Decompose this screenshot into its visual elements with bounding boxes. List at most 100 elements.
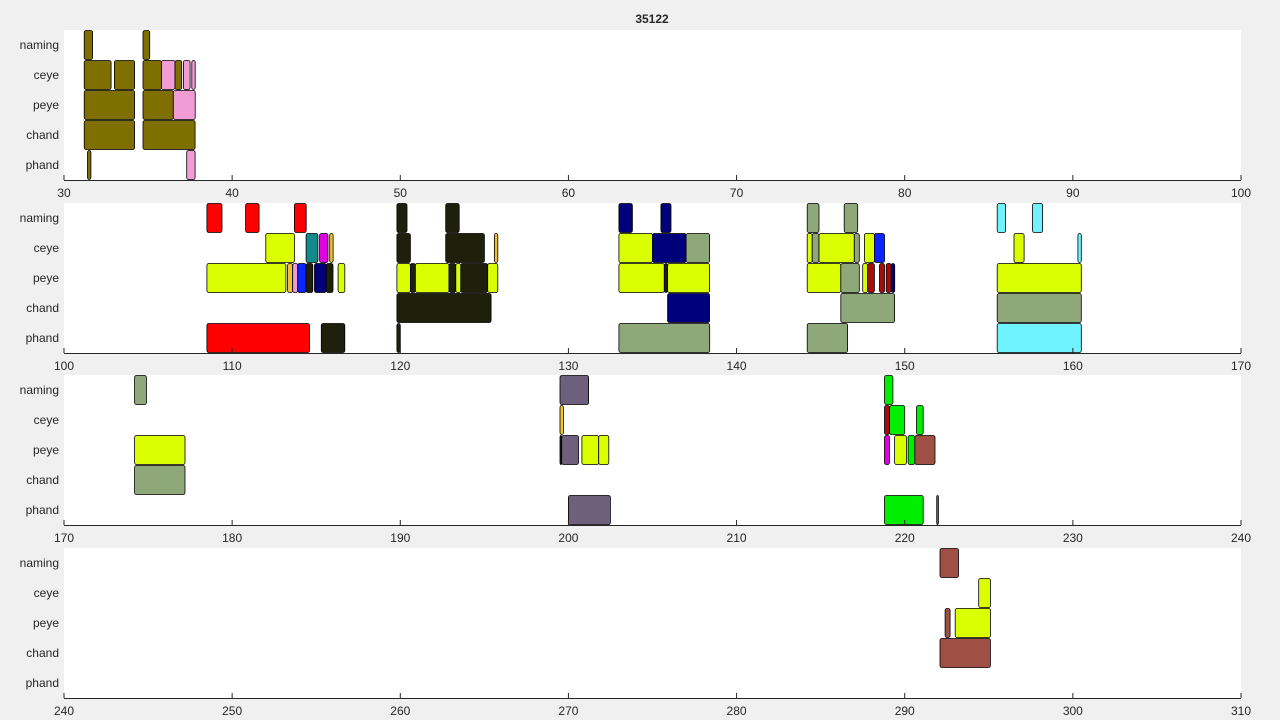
segment-peye-199.6 bbox=[561, 435, 579, 465]
row-label-naming: naming bbox=[20, 211, 59, 225]
row-label-chand: chand bbox=[26, 301, 59, 315]
x-tick-label-300: 300 bbox=[1063, 704, 1083, 718]
row-label-chand: chand bbox=[26, 128, 59, 142]
row-label-naming: naming bbox=[20, 38, 59, 52]
segment-ceye-119.8 bbox=[396, 233, 411, 263]
segment-peye-174.2 bbox=[134, 435, 186, 465]
x-tick-label-70: 70 bbox=[730, 186, 744, 200]
segment-chand-34.7 bbox=[142, 120, 196, 150]
x-tick-label-200: 200 bbox=[558, 531, 578, 545]
segment-peye-146.2 bbox=[840, 263, 860, 293]
row-label-peye: peye bbox=[33, 616, 59, 630]
x-tick-label-40: 40 bbox=[225, 186, 239, 200]
panel-1: naming ceye peye chand phand 30 40 50 60 70 80 90 10… bbox=[20, 30, 1251, 200]
x-tick-label-190: 190 bbox=[390, 531, 410, 545]
segment-ceye-294.4 bbox=[978, 578, 991, 608]
segment-peye-123.6 bbox=[460, 263, 489, 293]
segment-ceye-156.5 bbox=[1013, 233, 1025, 263]
segment-peye-144.2 bbox=[806, 263, 842, 293]
x-tick-label-150: 150 bbox=[895, 359, 915, 373]
segment-ceye-144.9 bbox=[818, 233, 855, 263]
segment-phand-221.9 bbox=[936, 495, 939, 525]
segment-ceye-218.8 bbox=[884, 405, 890, 435]
segment-ceye-125.6 bbox=[493, 233, 499, 263]
panel-3: naming ceye peye chand phand 170 180 190 200 210 2… bbox=[20, 375, 1251, 545]
segment-chand-174.2 bbox=[134, 465, 186, 495]
segment-ceye-148.2 bbox=[874, 233, 885, 263]
segment-peye-113.9 bbox=[297, 263, 307, 293]
row-label-chand: chand bbox=[26, 646, 59, 660]
segment-peye-135.7 bbox=[663, 263, 669, 293]
row-label-chand: chand bbox=[26, 473, 59, 487]
segment-chand-155.5 bbox=[996, 293, 1082, 323]
segment-naming-157.6 bbox=[1032, 203, 1044, 233]
panel-2: naming ceye peye chand phand 100 110 120 130 140 1… bbox=[20, 203, 1251, 373]
x-tick-label-260: 260 bbox=[390, 704, 410, 718]
row-label-ceye: ceye bbox=[34, 413, 60, 427]
segment-peye-148.9 bbox=[885, 263, 892, 293]
segment-naming-31.2 bbox=[83, 30, 93, 60]
x-tick-label-170: 170 bbox=[54, 531, 74, 545]
segment-peye-155.5 bbox=[996, 263, 1082, 293]
segment-phand-31.4 bbox=[87, 150, 92, 180]
segment-naming-34.7 bbox=[142, 30, 151, 60]
segment-peye-219.4 bbox=[894, 435, 907, 465]
segment-ceye-33 bbox=[114, 60, 136, 90]
row-label-phand: phand bbox=[26, 331, 59, 345]
axes-background bbox=[64, 375, 1241, 525]
x-tick-label-280: 280 bbox=[727, 704, 747, 718]
segment-peye-220.6 bbox=[914, 435, 936, 465]
segment-ceye-37.6 bbox=[191, 60, 196, 90]
row-label-peye: peye bbox=[33, 271, 59, 285]
segment-ceye-35.8 bbox=[161, 60, 176, 90]
segment-peye-220.2 bbox=[907, 435, 916, 465]
segment-chand-31.2 bbox=[83, 120, 135, 150]
segment-naming-218.8 bbox=[884, 375, 894, 405]
segment-peye-120.6 bbox=[409, 263, 416, 293]
x-tick-label-210: 210 bbox=[727, 531, 747, 545]
segment-ceye-135 bbox=[652, 233, 687, 263]
segment-naming-135.5 bbox=[660, 203, 672, 233]
row-label-phand: phand bbox=[26, 503, 59, 517]
segment-ceye-115.2 bbox=[319, 233, 329, 263]
segment-peye-36.5 bbox=[172, 90, 196, 120]
x-tick-label-240: 240 bbox=[54, 704, 74, 718]
segment-ceye-137 bbox=[685, 233, 710, 263]
segment-ceye-37.1 bbox=[182, 60, 191, 90]
x-tick-label-30: 30 bbox=[57, 186, 71, 200]
segment-ceye-219.1 bbox=[889, 405, 906, 435]
segment-naming-155.5 bbox=[996, 203, 1007, 233]
row-label-ceye: ceye bbox=[34, 586, 60, 600]
segment-naming-146.4 bbox=[843, 203, 859, 233]
segment-ceye-144.5 bbox=[811, 233, 820, 263]
x-tick-label-180: 180 bbox=[222, 531, 242, 545]
segment-ceye-122.7 bbox=[445, 233, 485, 263]
segment-peye-114.4 bbox=[305, 263, 314, 293]
x-tick-label-230: 230 bbox=[1063, 531, 1083, 545]
segment-naming-199.5 bbox=[559, 375, 590, 405]
segment-peye-119.8 bbox=[396, 263, 411, 293]
segment-ceye-31.2 bbox=[83, 60, 112, 90]
segment-phand-155.5 bbox=[996, 323, 1082, 353]
segment-peye-147.5 bbox=[862, 263, 869, 293]
x-tick-label-130: 130 bbox=[558, 359, 578, 373]
segment-ceye-144.2 bbox=[806, 233, 813, 263]
segment-ceye-133 bbox=[618, 233, 653, 263]
x-tick-label-120: 120 bbox=[390, 359, 410, 373]
row-label-ceye: ceye bbox=[34, 68, 60, 82]
x-tick-label-80: 80 bbox=[898, 186, 912, 200]
segment-phand-108.5 bbox=[206, 323, 310, 353]
chart-title: 35122 bbox=[635, 12, 669, 26]
segment-peye-148.5 bbox=[879, 263, 885, 293]
segment-phand-144.2 bbox=[806, 323, 849, 353]
x-tick-label-140: 140 bbox=[727, 359, 747, 373]
segment-naming-292.1 bbox=[939, 548, 959, 578]
row-label-peye: peye bbox=[33, 443, 59, 457]
row-label-naming: naming bbox=[20, 383, 59, 397]
axes-background bbox=[64, 548, 1241, 698]
segment-ceye-160.3 bbox=[1077, 233, 1082, 263]
segment-ceye-220.7 bbox=[916, 405, 924, 435]
segment-naming-110.8 bbox=[245, 203, 260, 233]
segment-peye-200.8 bbox=[581, 435, 600, 465]
segment-peye-293 bbox=[954, 608, 991, 638]
